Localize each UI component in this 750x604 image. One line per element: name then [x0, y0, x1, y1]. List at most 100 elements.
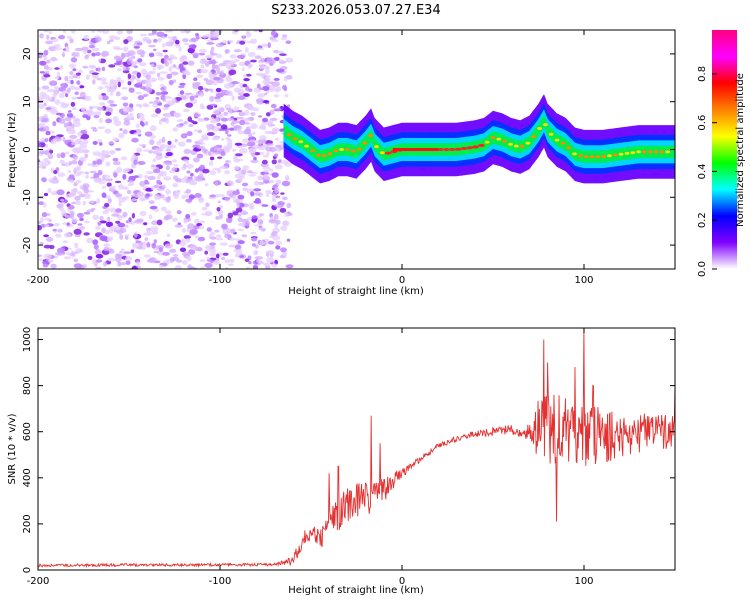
- noise-blob: [92, 214, 99, 220]
- noise-blob: [271, 172, 279, 178]
- noise-blob: [251, 152, 256, 158]
- ridge-hotspot: [566, 146, 572, 150]
- noise-blob: [101, 150, 106, 153]
- noise-blob: [215, 43, 224, 48]
- noise-blob: [281, 34, 288, 38]
- noise-blob: [167, 36, 173, 39]
- noise-blob: [92, 79, 96, 85]
- noise-blob: [148, 200, 155, 205]
- ridge-hotspot: [490, 136, 496, 140]
- noise-blob: [241, 234, 248, 238]
- noise-blob: [117, 81, 122, 88]
- colorbar-tick-label: 0.4: [697, 163, 708, 179]
- noise-blob: [122, 186, 129, 191]
- noise-blob: [146, 87, 153, 93]
- noise-blob: [136, 265, 142, 268]
- noise-blob: [150, 113, 159, 118]
- noise-blob: [192, 82, 201, 87]
- noise-blob: [61, 52, 66, 58]
- noise-blob: [194, 193, 202, 198]
- noise-blob: [53, 136, 62, 142]
- noise-blob: [192, 44, 196, 50]
- noise-blob: [127, 60, 132, 65]
- noise-blob: [121, 96, 129, 101]
- noise-blob: [97, 111, 101, 116]
- noise-blob: [241, 67, 245, 71]
- noise-blob: [98, 102, 106, 106]
- noise-blob: [123, 120, 131, 126]
- noise-blob: [201, 206, 208, 211]
- noise-blob: [92, 140, 98, 145]
- noise-blob: [213, 72, 217, 76]
- noise-blob: [64, 117, 72, 122]
- colorbar-label: Normalized spectral amplitude: [735, 73, 746, 227]
- noise-blob: [73, 182, 78, 187]
- noise-blob: [152, 67, 156, 71]
- ridge-hotspot: [537, 127, 542, 130]
- noise-blob: [72, 118, 81, 123]
- ridge-hotspot: [508, 142, 513, 146]
- noise-blob: [159, 71, 168, 74]
- noise-blob: [149, 139, 155, 146]
- noise-blob: [209, 242, 217, 246]
- noise-blob: [207, 127, 211, 132]
- noise-blob: [220, 150, 226, 157]
- noise-blob: [212, 261, 221, 265]
- ridge-hotspot: [466, 146, 474, 150]
- noise-blob: [161, 185, 167, 188]
- noise-blob: [99, 142, 103, 146]
- noise-blob: [231, 81, 238, 85]
- noise-blob: [169, 60, 173, 64]
- noise-blob: [63, 122, 71, 126]
- noise-blob: [225, 50, 229, 54]
- noise-blob: [120, 79, 125, 84]
- noise-blob: [38, 143, 42, 148]
- noise-blob: [182, 38, 189, 43]
- noise-blob: [80, 158, 85, 162]
- noise-blob: [231, 148, 237, 152]
- noise-blob: [263, 169, 269, 173]
- noise-blob: [265, 146, 273, 152]
- noise-blob: [142, 36, 150, 41]
- noise-blob: [241, 182, 249, 187]
- noise-blob: [45, 40, 53, 45]
- noise-blob: [153, 48, 157, 52]
- spectrogram-x-label: Height of straight line (km): [288, 286, 424, 297]
- noise-blob: [143, 222, 148, 226]
- noise-blob: [47, 188, 52, 193]
- ridge-hotspot: [448, 148, 456, 151]
- noise-blob: [160, 87, 165, 91]
- ridge-hotspot: [502, 139, 507, 143]
- noise-blob: [157, 37, 162, 43]
- noise-blob: [179, 240, 187, 247]
- noise-blob: [38, 87, 42, 91]
- noise-blob: [101, 66, 106, 72]
- noise-blob: [76, 96, 84, 100]
- noise-blob: [60, 198, 64, 202]
- noise-blob: [243, 93, 250, 97]
- noise-blob: [77, 223, 83, 226]
- noise-blob: [187, 60, 195, 66]
- noise-blob: [242, 165, 250, 171]
- noise-blob: [109, 39, 114, 42]
- noise-blob: [84, 220, 90, 224]
- noise-blob: [81, 107, 85, 113]
- noise-blob: [155, 108, 162, 114]
- noise-blob: [156, 219, 163, 226]
- noise-blob: [84, 153, 89, 158]
- noise-blob: [264, 92, 268, 96]
- noise-blob: [158, 170, 167, 177]
- noise-blob: [108, 100, 115, 104]
- noise-blob: [185, 214, 191, 219]
- noise-blob: [84, 95, 92, 101]
- noise-blob: [73, 228, 82, 235]
- noise-blob: [271, 159, 277, 165]
- noise-blob: [144, 181, 150, 185]
- noise-blob: [216, 122, 222, 127]
- noise-blob: [253, 30, 259, 33]
- noise-blob: [110, 150, 116, 154]
- noise-blob: [173, 64, 177, 68]
- noise-blob: [271, 197, 277, 203]
- noise-blob: [250, 231, 257, 235]
- noise-blob: [237, 130, 244, 135]
